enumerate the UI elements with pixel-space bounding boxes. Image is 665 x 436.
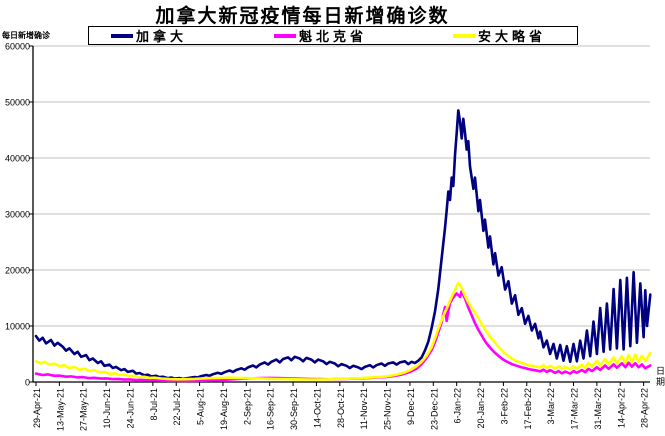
- series-line-ontario: [34, 281, 652, 381]
- chart-title: 加拿大新冠疫情每日新增确诊数: [155, 6, 450, 27]
- x-tick-label: 24-Jun-21: [125, 388, 135, 429]
- legend-label-quebec: 魁北克省: [299, 29, 368, 44]
- legend-label-canada: 加拿大: [136, 29, 188, 44]
- x-tick-label: 16-Sep-21: [266, 388, 276, 430]
- series-line-quebec: [34, 289, 652, 383]
- y-tick-label: 60000: [5, 42, 30, 52]
- x-tick-label: 2-Sep-21: [242, 388, 252, 425]
- legend: 加拿大 魁北克省 安大略省: [88, 26, 578, 45]
- x-tick-label: 20-Jan-22: [476, 388, 486, 429]
- x-tick-label: 30-Sep-21: [289, 388, 299, 430]
- x-tick-label: 13-May-21: [55, 388, 65, 431]
- legend-swatch-ontario: [453, 33, 475, 38]
- x-tick-label: 5-Aug-21: [196, 388, 206, 425]
- series-line-canada: [34, 109, 652, 381]
- x-tick-label: 11-Nov-21: [359, 388, 369, 429]
- legend-item-ontario: 安大略省: [453, 27, 546, 44]
- x-tick-label: 22-Jul-21: [172, 388, 182, 426]
- x-tick-label: 6-Jan-22: [453, 388, 463, 424]
- x-axis-title: 期: [656, 377, 665, 387]
- x-tick-label: 28-Oct-21: [336, 388, 346, 428]
- legend-item-quebec: 魁北克省: [274, 27, 367, 44]
- legend-label-ontario: 安大略省: [478, 29, 547, 44]
- legend-swatch-canada: [111, 33, 133, 38]
- y-tick-label: 20000: [5, 266, 30, 276]
- y-tick-label: 0: [25, 378, 30, 388]
- x-tick-label: 3-Mar-22: [546, 388, 556, 425]
- x-tick-label: 17-Feb-22: [523, 388, 533, 430]
- x-tick-label: 8-Jul-21: [149, 388, 159, 421]
- x-tick-label: 14-Oct-21: [312, 388, 322, 428]
- y-tick-label: 50000: [5, 98, 30, 108]
- x-axis-title: 日: [656, 366, 665, 376]
- x-tick-label: 28-Apr-22: [640, 388, 650, 428]
- x-tick-label: 10-Jun-21: [102, 388, 112, 429]
- y-tick-label: 30000: [5, 210, 30, 220]
- x-tick-label: 27-May-21: [79, 388, 89, 431]
- x-tick-label: 29-Apr-21: [32, 388, 42, 428]
- legend-item-canada: 加拿大: [111, 27, 187, 44]
- x-tick-label: 14-Apr-22: [616, 388, 626, 428]
- x-tick-label: 19-Aug-21: [219, 388, 229, 430]
- legend-swatch-quebec: [274, 33, 296, 38]
- y-tick-label: 10000: [5, 322, 30, 332]
- x-tick-label: 17-Mar-22: [570, 388, 580, 430]
- y-tick-label: 40000: [5, 154, 30, 164]
- x-tick-label: 9-Dec-21: [406, 388, 416, 425]
- y-axis-title: 每日新增确诊: [2, 31, 50, 40]
- x-tick-label: 23-Dec-21: [429, 388, 439, 430]
- x-tick-label: 25-Nov-21: [383, 388, 393, 430]
- x-tick-label: 3-Feb-22: [499, 388, 509, 425]
- x-tick-label: 31-Mar-22: [593, 388, 603, 430]
